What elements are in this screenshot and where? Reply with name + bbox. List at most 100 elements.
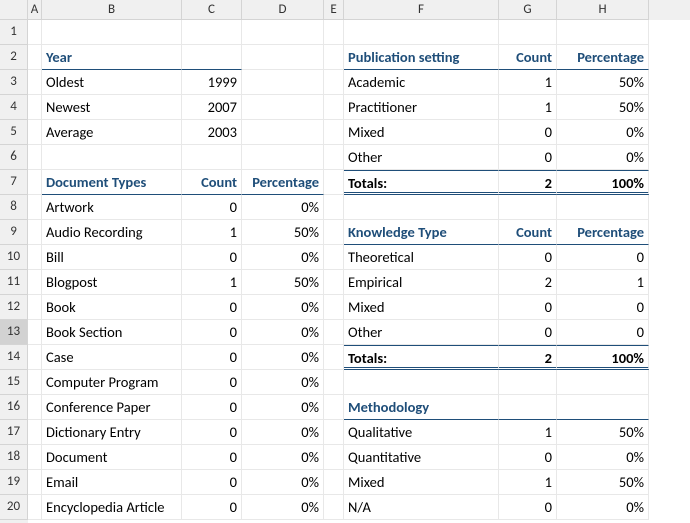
cell-D2[interactable] <box>242 45 324 70</box>
cell-E7[interactable] <box>324 170 344 195</box>
row-header-18[interactable]: 18 <box>0 445 28 470</box>
year-value[interactable]: 1999 <box>182 70 242 95</box>
doctype-pct[interactable]: 0% <box>242 495 324 520</box>
know-label[interactable]: Theoretical <box>344 245 499 270</box>
meth-count[interactable]: 0 <box>499 445 557 470</box>
meth-pct[interactable]: 50% <box>557 420 649 445</box>
cell-A16[interactable] <box>28 395 42 420</box>
meth-count[interactable]: 1 <box>499 470 557 495</box>
doctype-pct[interactable]: 0% <box>242 245 324 270</box>
cell-A1[interactable] <box>28 20 42 45</box>
meth-pct[interactable]: 50% <box>557 470 649 495</box>
row-header-14[interactable]: 14 <box>0 345 28 370</box>
pub-pct[interactable]: 50% <box>557 95 649 120</box>
cell-E20[interactable] <box>324 495 344 520</box>
doctype-count[interactable]: 0 <box>182 470 242 495</box>
year-label[interactable]: Average <box>42 120 182 145</box>
doctype-count[interactable]: 0 <box>182 370 242 395</box>
doctype-pct[interactable]: 0% <box>242 295 324 320</box>
row-header-19[interactable]: 19 <box>0 470 28 495</box>
row-header-16[interactable]: 16 <box>0 395 28 420</box>
col-header-H[interactable]: H <box>557 0 649 20</box>
col-header-G[interactable]: G <box>499 0 557 20</box>
cell-C6[interactable] <box>182 145 242 170</box>
doctype-count[interactable]: 0 <box>182 245 242 270</box>
row-header-9[interactable]: 9 <box>0 220 28 245</box>
doctype-label[interactable]: Bill <box>42 245 182 270</box>
select-all-corner[interactable] <box>0 0 28 20</box>
pub-pct[interactable]: 0% <box>557 120 649 145</box>
know-count[interactable]: 0 <box>499 295 557 320</box>
cell-C2[interactable] <box>182 45 242 70</box>
row-header-15[interactable]: 15 <box>0 370 28 395</box>
know-count-h[interactable]: Count <box>499 220 557 245</box>
cell-E5[interactable] <box>324 120 344 145</box>
row-header-12[interactable]: 12 <box>0 295 28 320</box>
cell-A3[interactable] <box>28 70 42 95</box>
row-header-2[interactable]: 2 <box>0 45 28 70</box>
doctype-count[interactable]: 0 <box>182 445 242 470</box>
doctype-label[interactable]: Blogpost <box>42 270 182 295</box>
pub-count[interactable]: 1 <box>499 70 557 95</box>
pub-label[interactable]: Academic <box>344 70 499 95</box>
doctypes-pct-h[interactable]: Percentage <box>242 170 324 195</box>
year-value[interactable]: 2007 <box>182 95 242 120</box>
doctype-label[interactable]: Dictionary Entry <box>42 420 182 445</box>
cell-H16[interactable] <box>557 395 649 420</box>
pub-totals-count[interactable]: 2 <box>499 170 557 195</box>
cell-A7[interactable] <box>28 170 42 195</box>
know-pct[interactable]: 1 <box>557 270 649 295</box>
year-label[interactable]: Newest <box>42 95 182 120</box>
cell-F8[interactable] <box>344 195 499 220</box>
cell-A15[interactable] <box>28 370 42 395</box>
cell-E18[interactable] <box>324 445 344 470</box>
row-header-1[interactable]: 1 <box>0 20 28 45</box>
doctype-label[interactable]: Case <box>42 345 182 370</box>
cell-G16[interactable] <box>499 395 557 420</box>
meth-count[interactable]: 1 <box>499 420 557 445</box>
doctype-label[interactable]: Audio Recording <box>42 220 182 245</box>
know-label[interactable]: Other <box>344 320 499 345</box>
row-header-20[interactable]: 20 <box>0 495 28 520</box>
meth-count[interactable]: 0 <box>499 495 557 520</box>
cell-B6[interactable] <box>42 145 182 170</box>
row-header-10[interactable]: 10 <box>0 245 28 270</box>
cell-F1[interactable] <box>344 20 499 45</box>
know-totals-count[interactable]: 2 <box>499 345 557 370</box>
know-pct[interactable]: 0 <box>557 320 649 345</box>
cell-G15[interactable] <box>499 370 557 395</box>
pub-pct-h[interactable]: Percentage <box>557 45 649 70</box>
cell-A4[interactable] <box>28 95 42 120</box>
doctype-pct[interactable]: 0% <box>242 420 324 445</box>
doctype-pct[interactable]: 50% <box>242 270 324 295</box>
cell-D5[interactable] <box>242 120 324 145</box>
know-pct[interactable]: 0 <box>557 295 649 320</box>
row-header-8[interactable]: 8 <box>0 195 28 220</box>
pub-label[interactable]: Other <box>344 145 499 170</box>
pub-title[interactable]: Publication setting <box>344 45 499 70</box>
row-header-13[interactable]: 13 <box>0 320 28 345</box>
doctype-count[interactable]: 0 <box>182 320 242 345</box>
meth-pct[interactable]: 0% <box>557 495 649 520</box>
doctype-pct[interactable]: 0% <box>242 445 324 470</box>
cell-A19[interactable] <box>28 470 42 495</box>
doctype-pct[interactable]: 0% <box>242 395 324 420</box>
doctype-pct[interactable]: 0% <box>242 195 324 220</box>
pub-pct[interactable]: 50% <box>557 70 649 95</box>
doctype-pct[interactable]: 50% <box>242 220 324 245</box>
row-header-7[interactable]: 7 <box>0 170 28 195</box>
pub-pct[interactable]: 0% <box>557 145 649 170</box>
doctype-count[interactable]: 0 <box>182 420 242 445</box>
col-header-B[interactable]: B <box>42 0 182 20</box>
doctype-count[interactable]: 0 <box>182 495 242 520</box>
pub-label[interactable]: Mixed <box>344 120 499 145</box>
cell-E2[interactable] <box>324 45 344 70</box>
cell-G8[interactable] <box>499 195 557 220</box>
know-totals-label[interactable]: Totals: <box>344 345 499 370</box>
cell-H8[interactable] <box>557 195 649 220</box>
cell-H1[interactable] <box>557 20 649 45</box>
doctype-pct[interactable]: 0% <box>242 470 324 495</box>
cell-D4[interactable] <box>242 95 324 120</box>
doctype-label[interactable]: Book <box>42 295 182 320</box>
col-header-F[interactable]: F <box>344 0 499 20</box>
